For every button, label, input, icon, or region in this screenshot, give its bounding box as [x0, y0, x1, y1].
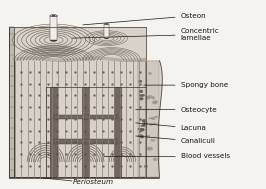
Ellipse shape	[139, 97, 143, 100]
Ellipse shape	[50, 15, 57, 17]
Ellipse shape	[105, 38, 108, 39]
Bar	[82, 87, 89, 177]
Ellipse shape	[148, 72, 151, 75]
Text: Osteon: Osteon	[83, 13, 206, 25]
Text: Concentric
lamellae: Concentric lamellae	[72, 28, 219, 41]
Bar	[104, 24, 109, 38]
Ellipse shape	[151, 117, 155, 120]
Bar	[54, 139, 117, 144]
Ellipse shape	[155, 116, 159, 117]
Ellipse shape	[153, 158, 157, 161]
Ellipse shape	[140, 125, 146, 126]
Ellipse shape	[139, 80, 142, 82]
Ellipse shape	[152, 97, 155, 99]
Ellipse shape	[52, 15, 55, 16]
Polygon shape	[146, 61, 162, 177]
Ellipse shape	[147, 147, 153, 150]
Text: Osteocyte: Osteocyte	[136, 107, 217, 112]
Bar	[138, 61, 159, 177]
Ellipse shape	[155, 101, 157, 102]
Ellipse shape	[145, 165, 148, 168]
Ellipse shape	[152, 101, 157, 104]
Ellipse shape	[152, 123, 157, 124]
Ellipse shape	[151, 139, 155, 141]
Bar	[54, 115, 117, 119]
Bar	[50, 87, 57, 177]
Ellipse shape	[147, 95, 152, 98]
Ellipse shape	[142, 119, 147, 122]
Ellipse shape	[139, 90, 143, 93]
Ellipse shape	[140, 136, 144, 138]
Ellipse shape	[149, 118, 152, 119]
Ellipse shape	[150, 123, 153, 125]
Ellipse shape	[141, 94, 144, 96]
Text: Spongy bone: Spongy bone	[144, 82, 228, 88]
Ellipse shape	[138, 129, 142, 130]
Bar	[50, 16, 57, 40]
Text: Lacuna: Lacuna	[136, 123, 206, 131]
Ellipse shape	[144, 122, 148, 125]
Bar	[14, 27, 146, 177]
Text: Canaliculi: Canaliculi	[136, 136, 215, 144]
Ellipse shape	[145, 135, 150, 137]
Ellipse shape	[146, 96, 149, 99]
Ellipse shape	[50, 39, 57, 41]
Ellipse shape	[140, 128, 144, 131]
Ellipse shape	[138, 135, 143, 137]
Ellipse shape	[143, 124, 147, 126]
Text: Periosteum: Periosteum	[73, 179, 114, 184]
Bar	[114, 87, 120, 177]
Ellipse shape	[104, 23, 109, 25]
Bar	[14, 27, 146, 61]
Ellipse shape	[106, 24, 107, 25]
Polygon shape	[9, 27, 14, 177]
Text: Blood vessels: Blood vessels	[104, 153, 230, 159]
